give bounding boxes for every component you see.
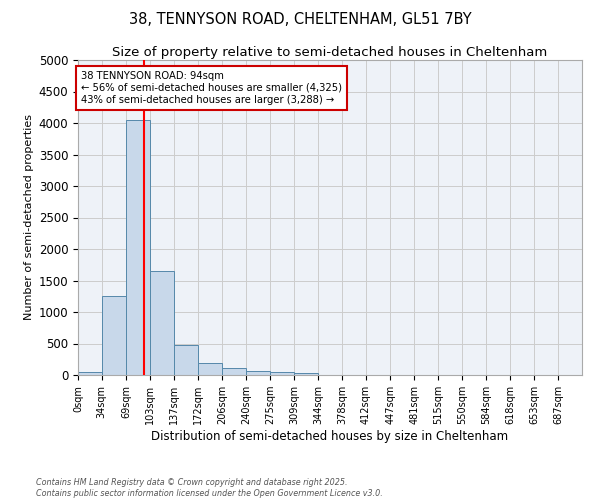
Bar	[102, 296, 126, 375]
X-axis label: Distribution of semi-detached houses by size in Cheltenham: Distribution of semi-detached houses by …	[151, 430, 509, 443]
Bar	[78, 372, 102, 375]
Text: 38 TENNYSON ROAD: 94sqm
← 56% of semi-detached houses are smaller (4,325)
43% of: 38 TENNYSON ROAD: 94sqm ← 56% of semi-de…	[82, 72, 343, 104]
Bar	[174, 345, 198, 375]
Bar	[198, 362, 222, 375]
Bar	[270, 372, 294, 375]
Bar	[246, 371, 270, 375]
Text: 38, TENNYSON ROAD, CHELTENHAM, GL51 7BY: 38, TENNYSON ROAD, CHELTENHAM, GL51 7BY	[128, 12, 472, 28]
Y-axis label: Number of semi-detached properties: Number of semi-detached properties	[25, 114, 34, 320]
Bar	[150, 271, 174, 375]
Title: Size of property relative to semi-detached houses in Cheltenham: Size of property relative to semi-detach…	[112, 46, 548, 59]
Bar	[126, 120, 150, 375]
Bar	[294, 373, 319, 375]
Bar	[222, 368, 246, 375]
Text: Contains HM Land Registry data © Crown copyright and database right 2025.
Contai: Contains HM Land Registry data © Crown c…	[36, 478, 383, 498]
